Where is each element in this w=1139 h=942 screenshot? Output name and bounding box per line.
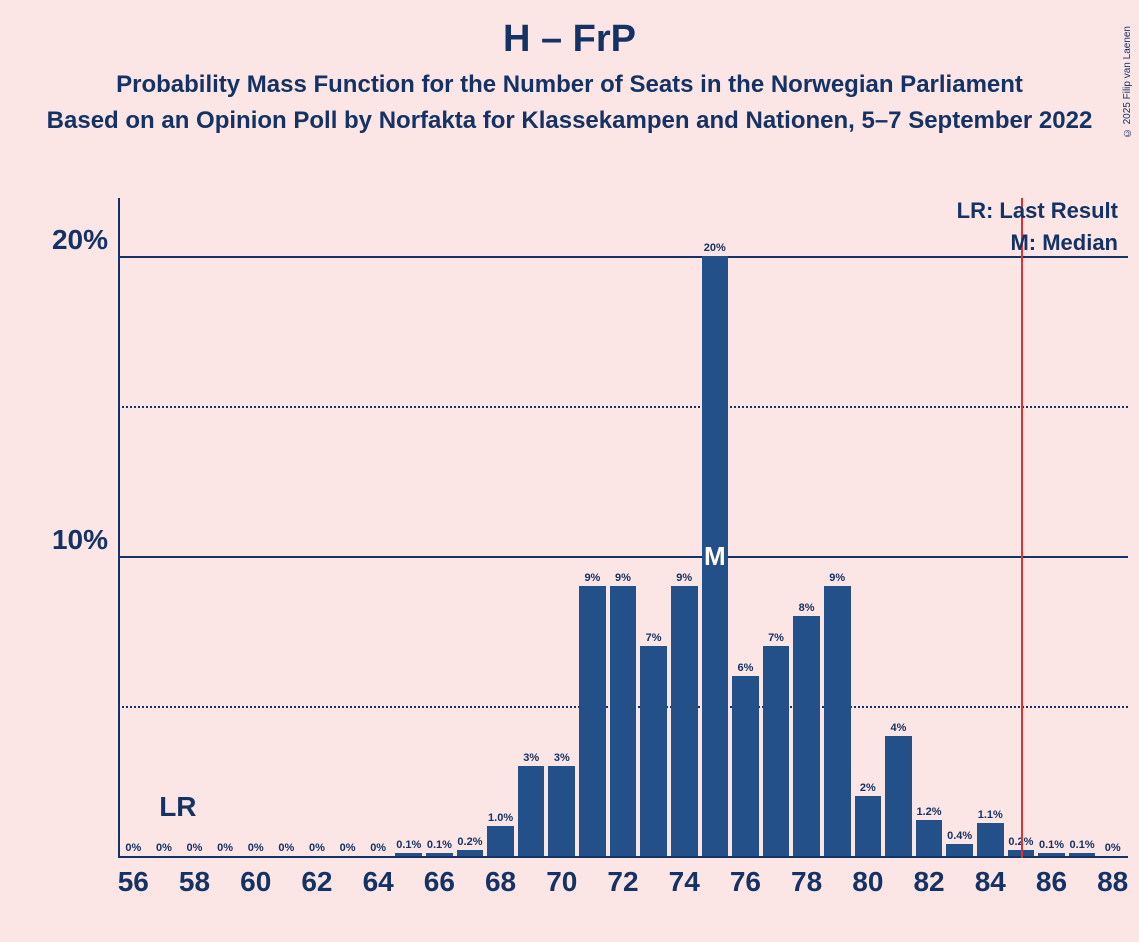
bar-label: 0% [217,842,233,854]
bar [518,766,545,856]
bar [548,766,575,856]
bar-label: 6% [737,662,753,674]
bar-label: 0% [248,842,264,854]
bar [855,796,882,856]
bar-label: 9% [584,572,600,584]
x-tick-label: 82 [913,866,944,898]
bar-label: 0% [156,842,172,854]
bar-label: 0% [309,842,325,854]
x-tick-label: 62 [301,866,332,898]
bar-label: 1.2% [917,806,942,818]
chart-title: H – FrP [0,18,1139,61]
bar-label: 1.0% [488,812,513,824]
x-tick-label: 72 [607,866,638,898]
x-tick-label: 66 [424,866,455,898]
bar [1038,853,1065,856]
bar-label: 0% [278,842,294,854]
bar-label: 0% [187,842,203,854]
bar [1069,853,1096,856]
bar-label: 0% [370,842,386,854]
y-axis [118,198,120,858]
bar-label: 0% [340,842,356,854]
legend-median: M: Median [1010,230,1118,256]
bar [610,586,637,856]
bar-label: 0.1% [427,839,452,851]
last-result-line [1021,198,1023,858]
x-tick-label: 78 [791,866,822,898]
bar [457,850,484,856]
x-tick-label: 58 [179,866,210,898]
bar [977,823,1004,856]
bar-label: 0% [125,842,141,854]
bar [946,844,973,856]
bar-label: 3% [554,752,570,764]
lr-marker: LR [159,791,196,823]
bar [579,586,606,856]
bar-label: 9% [829,572,845,584]
gridline [118,256,1128,258]
chart-subtitle: Probability Mass Function for the Number… [0,71,1139,99]
gridline [118,556,1128,558]
x-tick-label: 88 [1097,866,1128,898]
bar-label: 0.2% [457,836,482,848]
bar [640,646,667,856]
bar-label: 0.4% [947,830,972,842]
x-axis [118,856,1128,858]
x-tick-label: 60 [240,866,271,898]
bar [916,820,943,856]
plot: 0% 0% 0% 0% 0% 0% 0% 0% 0% 0.1% 0.1% 0.2% 1.0% 3% 3% 9%… [118,198,1128,858]
gridline [118,406,1128,408]
bar-label: 8% [799,602,815,614]
x-tick-label: 74 [669,866,700,898]
bar-label: 7% [646,632,662,644]
bar [793,616,820,856]
legend-last-result: LR: Last Result [957,198,1118,224]
bar-label: 0.1% [396,839,421,851]
bar-label: 1.1% [978,809,1003,821]
chart-area: 0% 0% 0% 0% 0% 0% 0% 0% 0% 0.1% 0.1% 0.2% 1.0% 3% 3% 9%… [118,198,1128,858]
y-tick-label: 10% [18,524,108,556]
copyright-text: © 2025 Filip van Laenen [1122,26,1133,138]
bar-label: 2% [860,782,876,794]
bar [671,586,698,856]
bar-label: 9% [615,572,631,584]
median-marker: M [704,541,726,572]
bar-label: 4% [891,722,907,734]
y-tick-label: 20% [18,224,108,256]
bar-label: 7% [768,632,784,644]
x-tick-label: 68 [485,866,516,898]
bar-label: 3% [523,752,539,764]
bar-label: 0.1% [1039,839,1064,851]
bar [885,736,912,856]
x-tick-label: 76 [730,866,761,898]
bar [426,853,453,856]
bar [487,826,514,856]
bar-label: 20% [704,242,726,254]
chart-source: Based on an Opinion Poll by Norfakta for… [0,107,1139,135]
x-tick-label: 70 [546,866,577,898]
x-tick-label: 84 [975,866,1006,898]
x-tick-label: 64 [363,866,394,898]
x-tick-label: 80 [852,866,883,898]
x-tick-label: 56 [118,866,149,898]
bar [395,853,422,856]
bar [763,646,790,856]
bar-label: 9% [676,572,692,584]
bar [824,586,851,856]
bar-label: 0% [1105,842,1121,854]
bar-label: 0.1% [1070,839,1095,851]
bar [732,676,759,856]
x-tick-label: 86 [1036,866,1067,898]
